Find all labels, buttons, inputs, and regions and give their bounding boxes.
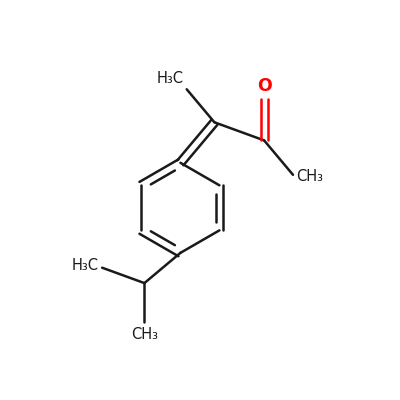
Text: CH₃: CH₃ — [296, 169, 323, 184]
Text: CH₃: CH₃ — [131, 327, 158, 342]
Text: O: O — [257, 76, 272, 94]
Text: H₃C: H₃C — [156, 71, 184, 86]
Text: H₃C: H₃C — [71, 258, 98, 273]
